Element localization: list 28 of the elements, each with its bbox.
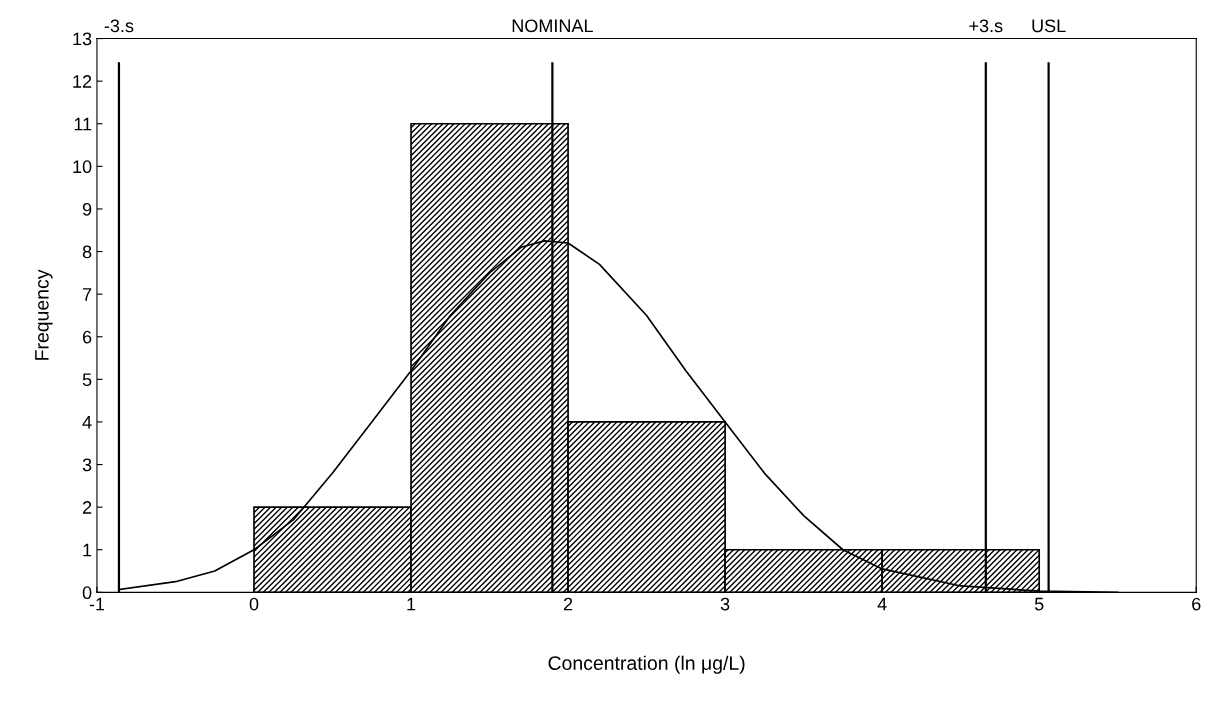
y-tick-label: 7 xyxy=(82,288,92,301)
y-tick-label: 12 xyxy=(73,75,92,88)
x-tick-label: 2 xyxy=(563,597,573,611)
y-axis-title: Frequency xyxy=(35,269,53,360)
x-tick-label: -1 xyxy=(89,597,105,611)
y-tick-label: 3 xyxy=(82,458,92,472)
x-tick-label: 4 xyxy=(877,597,887,611)
y-tick-label: 11 xyxy=(74,117,92,131)
y-tick-label: 10 xyxy=(73,160,92,174)
y-tick-label: 8 xyxy=(82,245,92,259)
y-tick-label: 13 xyxy=(73,32,92,46)
y-tick-label: 1 xyxy=(83,543,92,557)
x-tick-label: 0 xyxy=(249,597,259,611)
y-tick-label: 5 xyxy=(82,373,92,387)
ref-line-label: NOMINAL xyxy=(512,19,593,33)
y-tick-label: 6 xyxy=(82,330,92,344)
y-tick-label: 2 xyxy=(82,501,92,514)
y-tick-label: 4 xyxy=(82,416,92,429)
ref-line-label: USL xyxy=(1032,19,1066,33)
x-axis-title: Concentration (ln μg/L) xyxy=(548,655,745,674)
x-tick-label: 1 xyxy=(407,597,416,611)
ref-line-label: -3.s xyxy=(104,19,134,33)
x-tick-label: 5 xyxy=(1034,597,1044,611)
x-tick-label: 6 xyxy=(1192,597,1201,611)
ref-line-label: +3.s xyxy=(969,19,1003,33)
x-tick-label: 3 xyxy=(720,597,730,611)
y-tick-label: 0 xyxy=(82,586,92,600)
y-tick-label: 9 xyxy=(82,202,92,216)
